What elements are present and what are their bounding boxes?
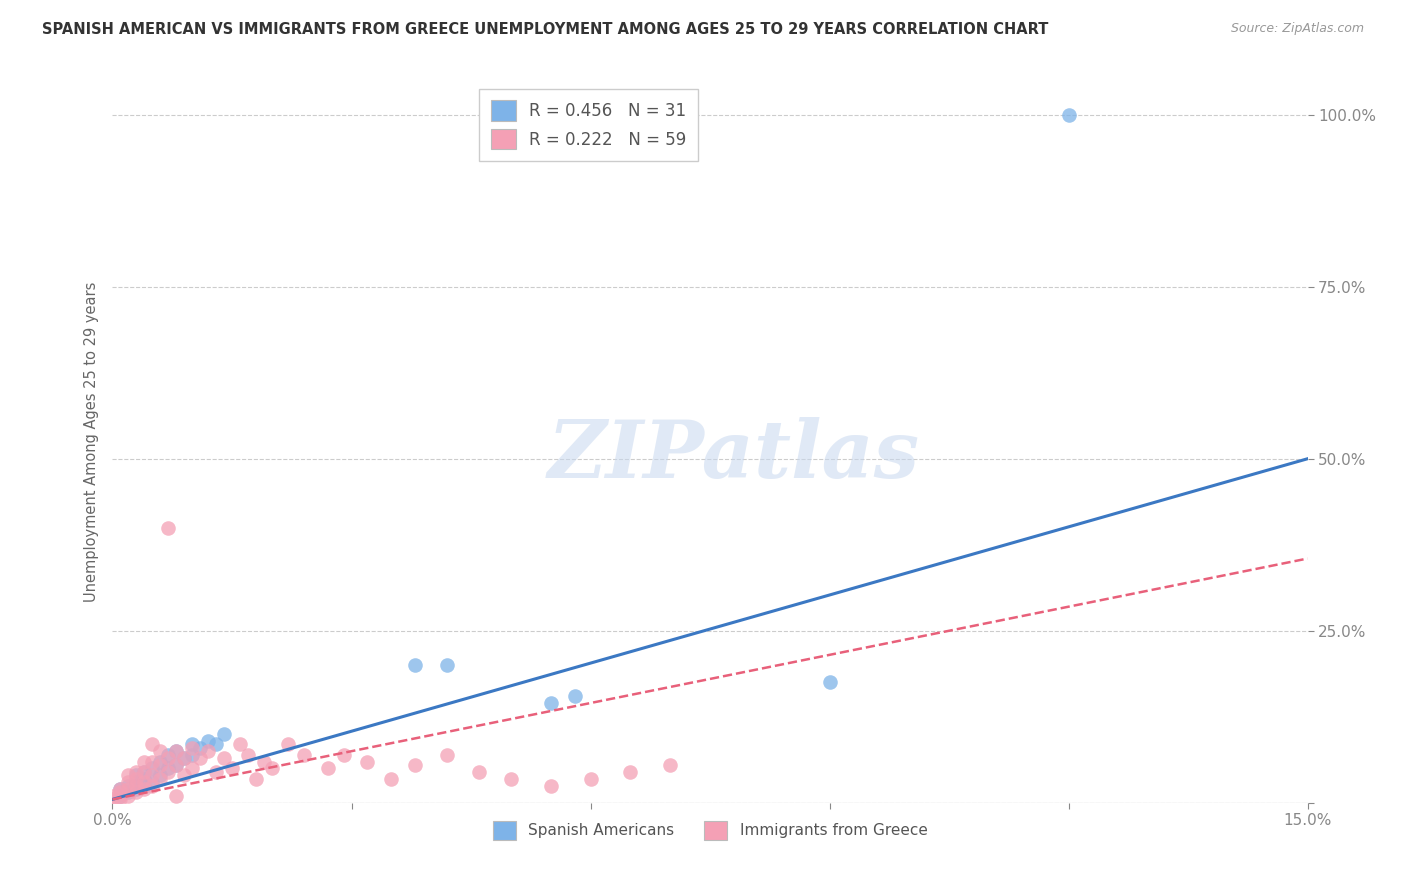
Point bbox=[101, 789, 124, 803]
Point bbox=[117, 768, 139, 782]
Point bbox=[173, 768, 195, 782]
Point bbox=[579, 772, 602, 786]
Point bbox=[125, 779, 148, 793]
Point bbox=[110, 789, 132, 803]
Point bbox=[149, 768, 172, 782]
Point bbox=[188, 751, 211, 765]
Point bbox=[564, 689, 586, 703]
Point bbox=[380, 772, 402, 786]
Point bbox=[149, 744, 172, 758]
Point bbox=[134, 782, 156, 797]
Point bbox=[110, 789, 132, 803]
Point bbox=[134, 772, 156, 786]
Point bbox=[316, 761, 339, 775]
Point bbox=[404, 658, 426, 673]
Point bbox=[157, 761, 180, 775]
Point bbox=[236, 747, 259, 762]
Point bbox=[141, 775, 163, 789]
Point bbox=[188, 740, 211, 755]
Point bbox=[117, 789, 139, 803]
Point bbox=[260, 761, 283, 775]
Point bbox=[197, 734, 219, 748]
Point bbox=[181, 737, 204, 751]
Point bbox=[117, 782, 139, 797]
Point bbox=[125, 764, 148, 779]
Point bbox=[149, 755, 172, 769]
Point bbox=[101, 792, 124, 806]
Point bbox=[173, 751, 195, 765]
Point bbox=[165, 744, 187, 758]
Point bbox=[157, 764, 180, 779]
Point bbox=[125, 768, 148, 782]
Point bbox=[157, 520, 180, 534]
Point bbox=[468, 764, 491, 779]
Point bbox=[165, 744, 187, 758]
Point bbox=[436, 658, 458, 673]
Legend: Spanish Americans, Immigrants from Greece: Spanish Americans, Immigrants from Greec… bbox=[486, 815, 934, 846]
Point bbox=[181, 740, 204, 755]
Point bbox=[141, 761, 163, 775]
Point bbox=[117, 779, 139, 793]
Point bbox=[292, 747, 315, 762]
Point bbox=[157, 747, 180, 762]
Point bbox=[165, 789, 187, 803]
Text: Source: ZipAtlas.com: Source: ZipAtlas.com bbox=[1230, 22, 1364, 36]
Y-axis label: Unemployment Among Ages 25 to 29 years: Unemployment Among Ages 25 to 29 years bbox=[83, 281, 98, 602]
Point bbox=[253, 755, 276, 769]
Point bbox=[212, 727, 235, 741]
Point bbox=[173, 751, 195, 765]
Point bbox=[134, 779, 156, 793]
Point bbox=[181, 747, 204, 762]
Point bbox=[125, 775, 148, 789]
Point bbox=[117, 785, 139, 799]
Point bbox=[659, 758, 682, 772]
Point bbox=[165, 758, 187, 772]
Point bbox=[1057, 108, 1080, 122]
Point bbox=[141, 779, 163, 793]
Point bbox=[245, 772, 267, 786]
Point bbox=[110, 785, 132, 799]
Text: SPANISH AMERICAN VS IMMIGRANTS FROM GREECE UNEMPLOYMENT AMONG AGES 25 TO 29 YEAR: SPANISH AMERICAN VS IMMIGRANTS FROM GREE… bbox=[42, 22, 1049, 37]
Point bbox=[125, 785, 148, 799]
Point bbox=[110, 782, 132, 797]
Point bbox=[149, 772, 172, 786]
Point bbox=[404, 758, 426, 772]
Point bbox=[149, 758, 172, 772]
Point bbox=[141, 768, 163, 782]
Point bbox=[436, 747, 458, 762]
Point bbox=[134, 764, 156, 779]
Point bbox=[540, 779, 562, 793]
Point bbox=[110, 782, 132, 797]
Point bbox=[157, 751, 180, 765]
Point bbox=[229, 737, 252, 751]
Point bbox=[205, 737, 228, 751]
Point bbox=[141, 737, 163, 751]
Point bbox=[277, 737, 299, 751]
Point bbox=[356, 755, 378, 769]
Point bbox=[540, 696, 562, 710]
Point bbox=[125, 782, 148, 797]
Point bbox=[221, 761, 243, 775]
Point bbox=[134, 764, 156, 779]
Point bbox=[499, 772, 522, 786]
Point bbox=[619, 764, 641, 779]
Point bbox=[332, 747, 354, 762]
Point bbox=[125, 772, 148, 786]
Point bbox=[197, 744, 219, 758]
Point bbox=[181, 761, 204, 775]
Point bbox=[134, 755, 156, 769]
Point bbox=[165, 758, 187, 772]
Point bbox=[134, 775, 156, 789]
Point bbox=[141, 755, 163, 769]
Point bbox=[205, 764, 228, 779]
Point bbox=[117, 775, 139, 789]
Point bbox=[212, 751, 235, 765]
Point bbox=[110, 792, 132, 806]
Text: ZIPatlas: ZIPatlas bbox=[548, 417, 920, 495]
Point bbox=[818, 675, 841, 690]
